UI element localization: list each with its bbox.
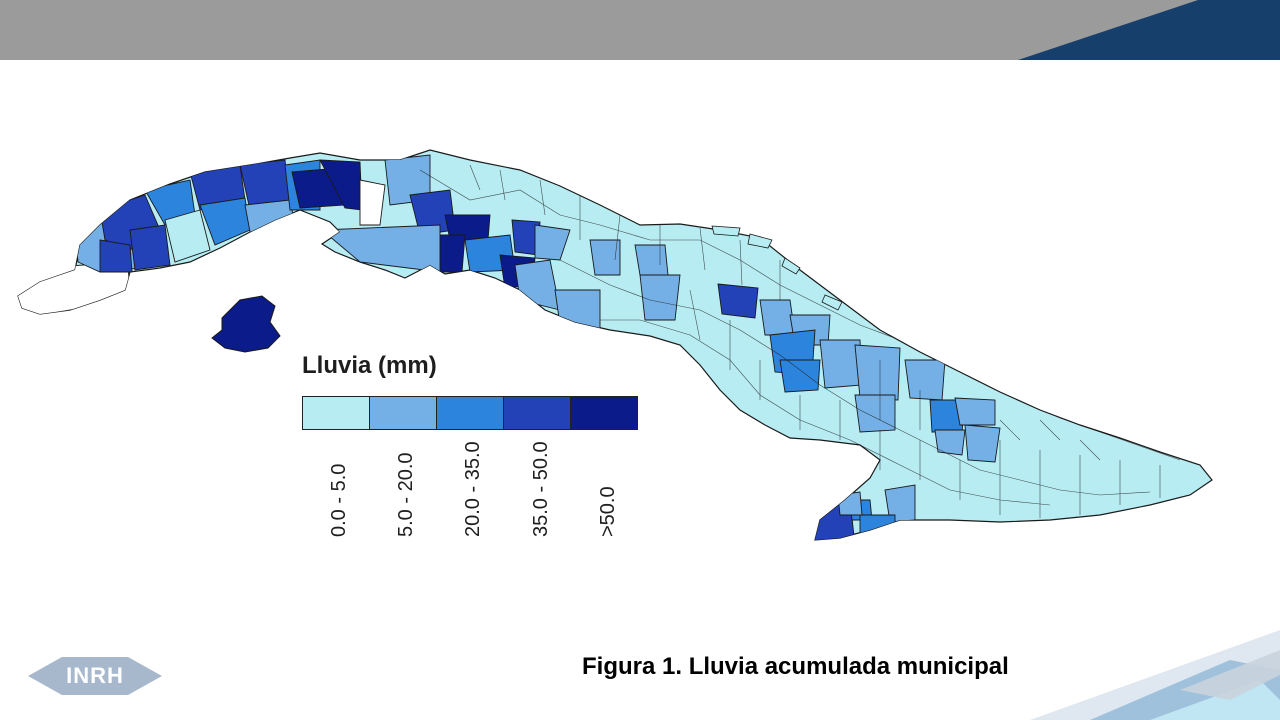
region-ss-b	[634, 244, 669, 276]
deco-poly-4	[1180, 650, 1280, 700]
region-ho-a	[964, 424, 1001, 463]
logo-text: INRH	[66, 663, 124, 688]
key-3	[781, 257, 801, 275]
region-lt-b	[954, 397, 996, 426]
legend-label-1: 5.0 - 20.0	[395, 440, 419, 560]
key-1	[711, 225, 741, 237]
legend-labels: 0.0 - 5.0 5.0 - 20.0 20.0 - 35.0 35.0 - …	[302, 440, 638, 560]
inrh-logo: INRH	[28, 655, 162, 697]
isla-juventud	[211, 295, 281, 353]
legend-label-3: 35.0 - 50.0	[530, 440, 554, 560]
region-ss-a	[639, 274, 681, 321]
legend-label-2: 20.0 - 35.0	[462, 440, 486, 560]
header-band	[0, 0, 1280, 60]
legend-label-text-3: 35.0 - 50.0	[530, 441, 552, 537]
legend-label-4: >50.0	[597, 440, 621, 560]
region-pinar-d	[129, 224, 171, 271]
region-cm-e	[854, 394, 896, 433]
legend-label-0: 0.0 - 5.0	[328, 440, 352, 560]
region-gr-d	[859, 514, 896, 539]
region-havana-blank	[359, 179, 386, 226]
region-ca-b	[759, 299, 796, 336]
region-ho-b	[934, 429, 966, 456]
region-cm-d	[854, 344, 901, 401]
region-art-d	[244, 199, 296, 233]
legend-label-text-2: 20.0 - 35.0	[462, 441, 484, 537]
region-cm-b	[779, 359, 821, 393]
legend-swatch-5-20	[370, 397, 437, 429]
corner-decoration	[1030, 630, 1280, 720]
figure-caption: Figura 1. Lluvia acumulada municipal	[582, 653, 1009, 680]
region-vc-b	[554, 289, 601, 331]
northern-keys	[711, 225, 843, 311]
legend-swatch-gt-50	[571, 397, 637, 429]
legend-label-text-1: 5.0 - 20.0	[395, 452, 417, 537]
region-cm-f	[904, 359, 946, 401]
header-navy-wedge	[1018, 0, 1280, 60]
legend-label-text-4: >50.0	[597, 486, 619, 537]
key-4	[821, 294, 843, 311]
region-ca-a	[717, 283, 759, 319]
legend-swatch-0-5	[303, 397, 370, 429]
legend-title: Lluvia (mm)	[302, 352, 437, 379]
region-may-d	[439, 234, 466, 273]
legend-swatch-20-35	[437, 397, 504, 429]
legend-color-bar	[302, 396, 638, 430]
region-pinar-e	[164, 209, 211, 263]
logo-shape	[28, 657, 162, 695]
region-gr-a	[884, 484, 916, 523]
legend-swatch-35-50	[504, 397, 571, 429]
legend-label-text-0: 0.0 - 5.0	[328, 463, 350, 537]
region-pinar-b	[99, 239, 133, 273]
region-vc-c	[589, 239, 621, 276]
key-2	[747, 233, 773, 249]
